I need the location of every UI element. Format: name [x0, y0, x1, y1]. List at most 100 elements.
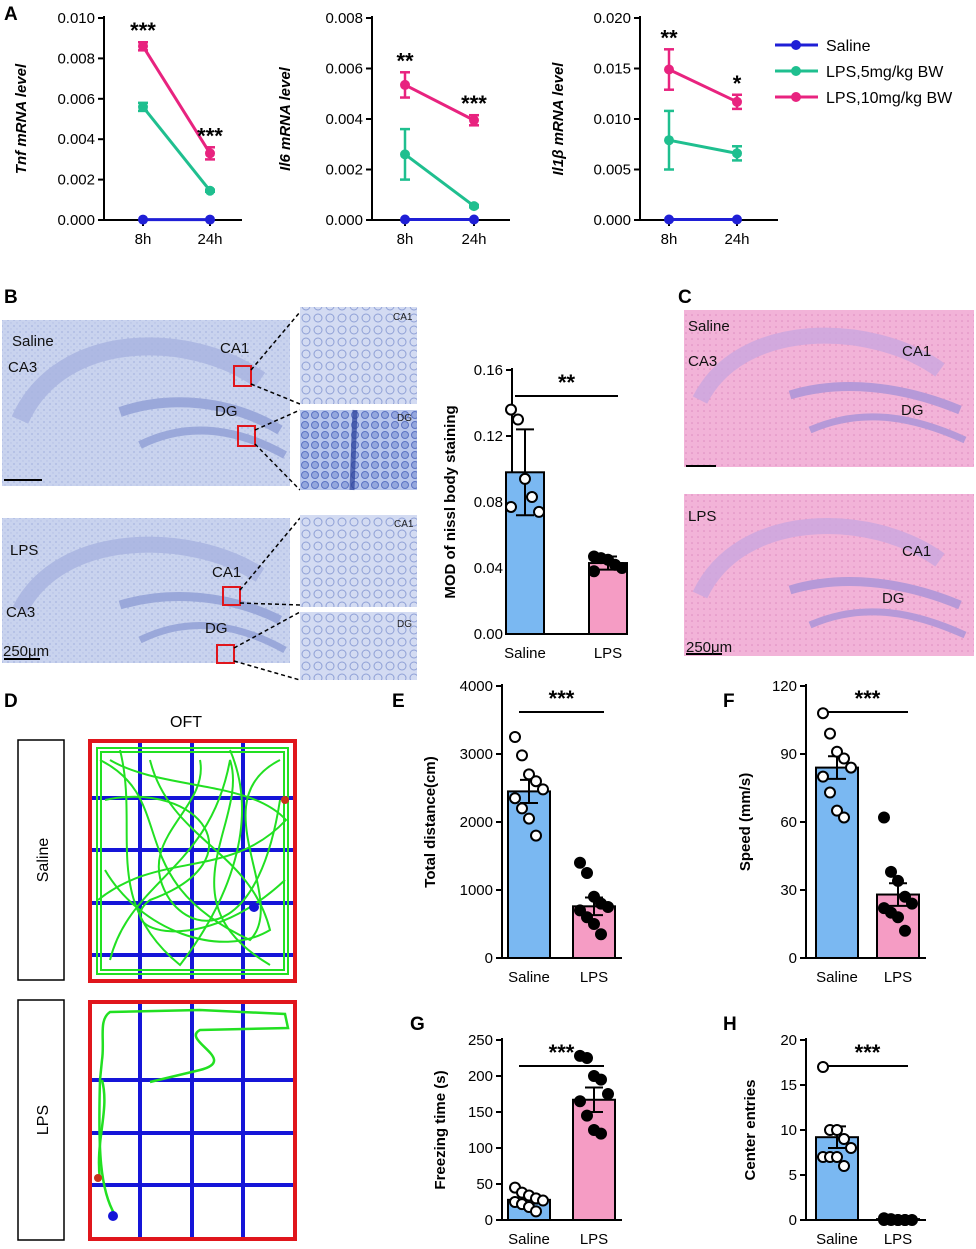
data-point — [530, 775, 542, 788]
data-point — [838, 752, 850, 765]
label-ca1: CA1 — [212, 564, 241, 581]
panel-label-d: D — [4, 691, 18, 712]
data-point — [906, 897, 918, 910]
inset-ca1-label: CA1 — [393, 312, 413, 323]
y-tick-label: 120 — [772, 678, 797, 695]
y-tick-label: 0.000 — [593, 212, 631, 229]
y-tick-label: 0.006 — [325, 61, 363, 78]
svg-text:Saline: Saline — [826, 38, 871, 55]
y-axis-label: Tnf mRNA level — [13, 63, 30, 174]
label-ca3: CA3 — [8, 359, 37, 376]
series-line-1 — [141, 105, 212, 192]
x-tick-label: Saline — [508, 1231, 550, 1248]
panel-label-b: B — [4, 287, 18, 308]
data-point — [469, 201, 479, 212]
data-point — [838, 1133, 850, 1145]
data-point — [588, 918, 600, 930]
x-tick-label: LPS — [580, 1231, 608, 1248]
data-point — [899, 1214, 911, 1226]
series-line-2 — [404, 83, 475, 122]
significance-marker: ** — [396, 48, 414, 73]
panel-label-g: G — [410, 1014, 425, 1035]
y-tick-label: 0.16 — [474, 362, 503, 379]
y-axis-label: Speed (mm/s) — [737, 773, 754, 871]
data-point — [595, 1127, 607, 1140]
y-tick-label: 20 — [780, 1032, 797, 1049]
x-tick-label: 8h — [397, 231, 414, 248]
data-point — [845, 761, 857, 774]
data-point — [588, 890, 600, 903]
y-tick-label: 30 — [780, 882, 797, 899]
x-tick-label: 8h — [661, 231, 678, 248]
chart-il1b: 0.000 0.005 0.010 0.015 0.020 Il1β mRNA level… — [550, 10, 778, 248]
y-axis-label: Il6 mRNA level — [277, 66, 294, 170]
legend-item-saline: Saline — [775, 38, 871, 55]
y-tick-label: 250 — [468, 1032, 493, 1049]
y-tick-label: 0.020 — [593, 10, 631, 27]
y-tick-label: 0.005 — [593, 162, 631, 179]
significance-marker: *** — [197, 123, 223, 148]
x-tick-label: LPS — [580, 969, 608, 986]
y-tick-label: 0 — [789, 950, 797, 967]
nissl-saline-image: Saline CA1 CA3 DG — [2, 320, 290, 486]
data-point — [664, 214, 674, 225]
data-point — [533, 505, 545, 518]
data-point — [530, 829, 542, 842]
significance-marker: *** — [549, 1040, 575, 1065]
data-point — [530, 1205, 542, 1218]
data-point — [602, 901, 614, 913]
panel-label-c: C — [678, 287, 692, 308]
series-line-1 — [404, 153, 475, 208]
svg-text:Saline: Saline — [35, 838, 52, 883]
significance-marker: *** — [130, 18, 156, 43]
y-axis-label: Freezing time (s) — [432, 1070, 449, 1189]
y-tick-label: 0 — [485, 1212, 493, 1229]
data-point — [885, 865, 897, 878]
label-dg: DG — [215, 403, 238, 420]
significance-marker: * — [733, 71, 742, 96]
data-point — [519, 472, 531, 485]
inset-dg-label: DG — [397, 619, 412, 630]
legend: Saline LPS,5mg/kg BW LPS,10mg/kg BW — [775, 38, 953, 107]
data-point — [732, 214, 742, 225]
y-tick-label: 200 — [468, 1068, 493, 1085]
label-dg: DG — [901, 402, 924, 419]
data-point — [574, 856, 586, 869]
data-point — [878, 811, 890, 824]
y-tick-label: 0 — [789, 1212, 797, 1229]
x-tick-label: Saline — [816, 969, 858, 986]
svg-text:LPS: LPS — [35, 1105, 52, 1135]
y-axis-label: MOD of nissl body staining — [442, 405, 459, 598]
data-point — [205, 214, 215, 225]
legend-item-lps5: LPS,5mg/kg BW — [775, 64, 944, 81]
svg-text:LPS,10mg/kg BW: LPS,10mg/kg BW — [826, 90, 953, 107]
y-axis-label: Total distance(cm) — [422, 756, 439, 887]
y-tick-label: 0.04 — [474, 560, 503, 577]
data-point — [899, 924, 911, 937]
data-point — [616, 562, 628, 574]
data-point — [400, 79, 410, 90]
chart-total-distance: 0 1000 2000 3000 4000 Total distance(cm) Salin… — [422, 678, 622, 986]
data-point — [574, 1095, 586, 1108]
series-line-1 — [668, 138, 738, 155]
data-point — [595, 928, 607, 941]
inset-ca1-label: CA1 — [394, 519, 414, 530]
y-tick-label: 150 — [468, 1104, 493, 1121]
data-point — [138, 41, 148, 52]
y-axis-label: Center entries — [742, 1080, 759, 1181]
oft-lps-arena — [88, 1000, 297, 1241]
x-tick-label: Saline — [508, 969, 550, 986]
y-tick-label: 0.008 — [325, 10, 363, 27]
y-tick-label: 0 — [485, 950, 493, 967]
y-tick-label: 0.00 — [474, 626, 503, 643]
oft-title: OFT — [170, 714, 202, 731]
series-line-2 — [668, 68, 738, 104]
y-axis-label: Il1β mRNA level — [550, 62, 567, 176]
panel-label-a: A — [4, 4, 18, 25]
data-point — [400, 214, 410, 225]
data-point — [509, 792, 521, 805]
data-point — [824, 786, 836, 799]
data-point — [595, 1073, 607, 1086]
label-ca3: CA3 — [688, 353, 717, 370]
y-tick-label: 0.010 — [593, 111, 631, 128]
